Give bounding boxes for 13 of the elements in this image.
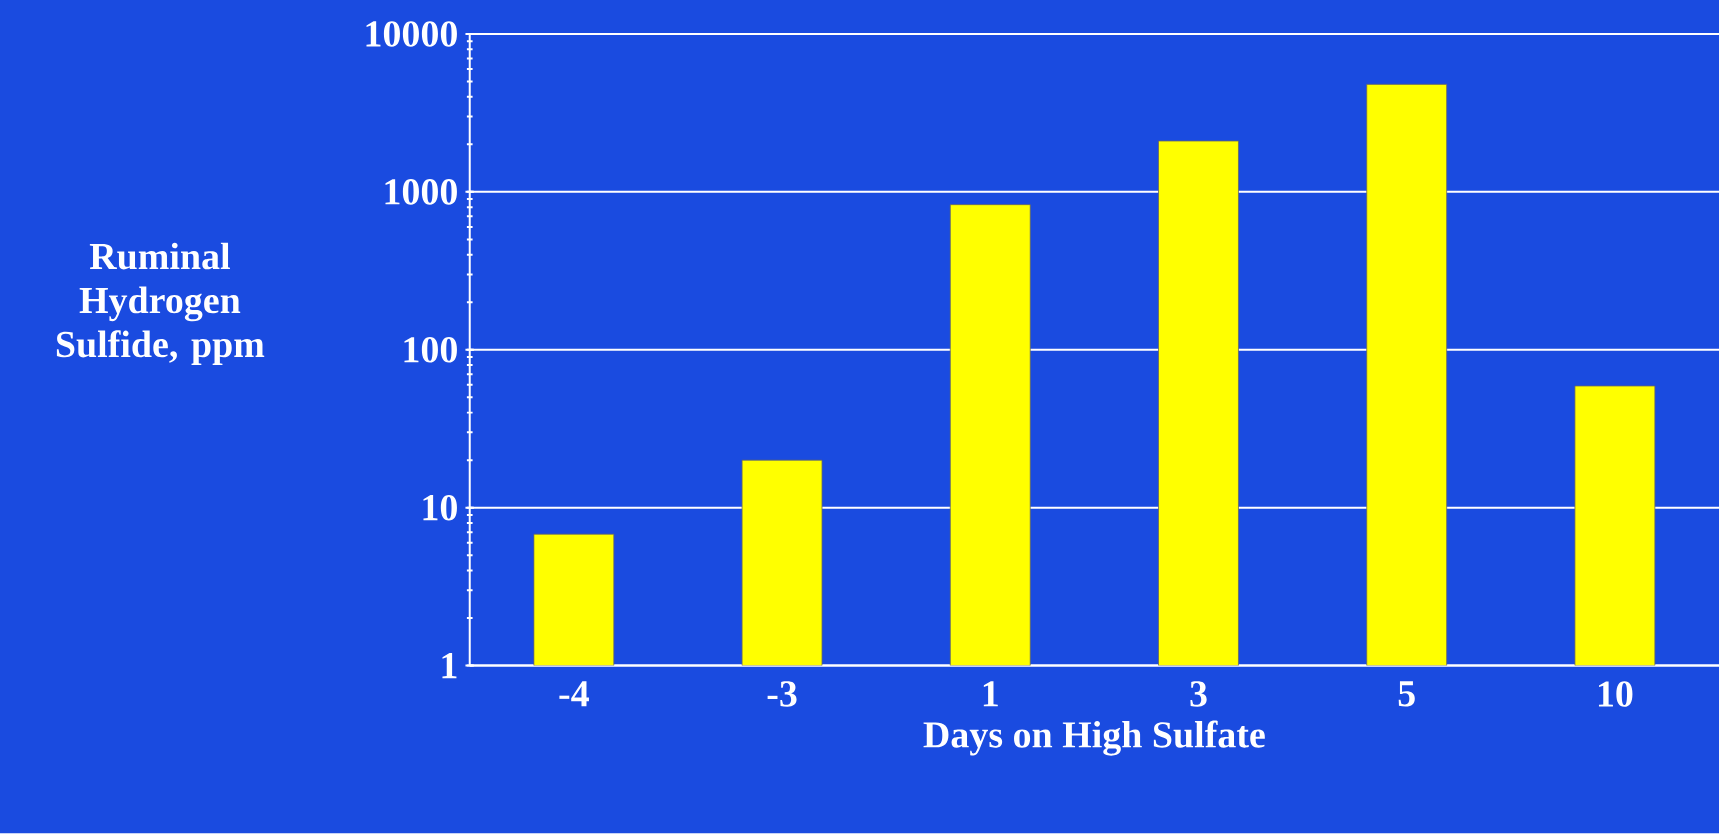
x-tick-label: -3 bbox=[767, 681, 797, 707]
x-tick-label: -4 bbox=[559, 681, 589, 707]
x-axis-title: Days on High Sulfate bbox=[923, 720, 1265, 756]
y-tick-label: 1 bbox=[442, 653, 457, 679]
x-tick-label: 10 bbox=[1598, 681, 1633, 708]
y-tick-label: 100 bbox=[404, 337, 457, 363]
y-tick-label: 1000 bbox=[385, 179, 457, 205]
x-tick-label: 5 bbox=[1398, 681, 1415, 707]
x-tick-label: 3 bbox=[1190, 681, 1207, 707]
y-tick-label: 10000 bbox=[366, 21, 457, 48]
x-tick-label: 1 bbox=[983, 681, 998, 707]
y-axis-title: Ruminal Hydrogen Sulfide, ppm bbox=[56, 242, 265, 366]
y-tick-label: 10 bbox=[423, 495, 457, 521]
